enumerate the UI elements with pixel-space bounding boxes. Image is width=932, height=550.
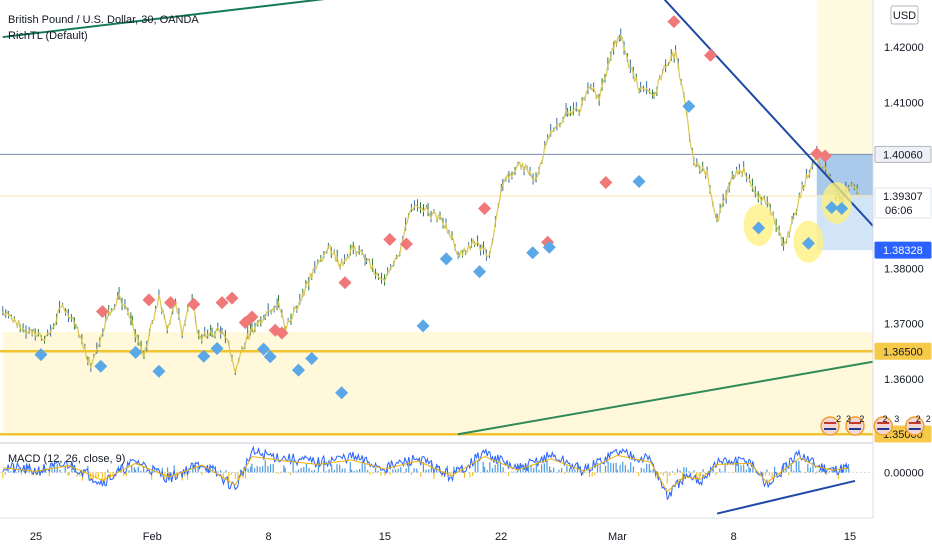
swing-high-marker[interactable] bbox=[187, 297, 201, 311]
swing-high-marker[interactable] bbox=[338, 276, 352, 290]
price-label-value: 1.40060 bbox=[883, 149, 923, 161]
macd-zero-label: 0.00000 bbox=[884, 467, 924, 479]
price-label-countdown: 06:06 bbox=[885, 205, 913, 217]
price-series-line[interactable] bbox=[2, 34, 860, 373]
zone-target[interactable] bbox=[816, 0, 873, 155]
x-tick-label: 22 bbox=[495, 531, 507, 543]
swing-low-marker[interactable] bbox=[801, 236, 815, 250]
swing-low-marker[interactable] bbox=[682, 99, 696, 113]
price-axis[interactable] bbox=[873, 0, 932, 550]
price-label-value: 1.36500 bbox=[883, 346, 923, 358]
y-tick-label: 1.37000 bbox=[884, 319, 924, 331]
x-tick-label: 15 bbox=[379, 531, 391, 543]
swing-low-marker[interactable] bbox=[94, 359, 108, 373]
swing-low-marker[interactable] bbox=[632, 174, 646, 188]
event-flag-count: 3 bbox=[846, 414, 851, 424]
event-flag-icon[interactable] bbox=[820, 416, 840, 436]
trendline-support[interactable] bbox=[457, 350, 932, 436]
x-tick-label: 8 bbox=[266, 531, 272, 543]
swing-high-marker[interactable] bbox=[164, 296, 178, 310]
y-tick-label: 1.42000 bbox=[884, 42, 924, 54]
swing-low-marker[interactable] bbox=[34, 348, 48, 362]
price-label-box[interactable] bbox=[874, 187, 932, 219]
swing-high-marker[interactable] bbox=[667, 15, 681, 29]
macd-divergence-line[interactable] bbox=[716, 479, 856, 515]
event-flag-icon[interactable] bbox=[905, 416, 925, 436]
swing-low-marker[interactable] bbox=[416, 319, 430, 333]
swing-low-marker[interactable] bbox=[542, 240, 556, 254]
x-tick-label: Mar bbox=[608, 531, 627, 543]
swing-low-marker[interactable] bbox=[473, 265, 487, 279]
zone-support-band[interactable] bbox=[2, 331, 873, 435]
swing-low-marker[interactable] bbox=[439, 252, 453, 266]
currency-badge-text: USD bbox=[893, 10, 916, 22]
price-label-box[interactable] bbox=[874, 145, 932, 163]
x-tick-label: 15 bbox=[844, 531, 856, 543]
signal-line[interactable] bbox=[2, 454, 849, 493]
x-tick-label: 25 bbox=[30, 531, 42, 543]
trendline-upper[interactable] bbox=[2, 0, 387, 39]
event-flag-icon[interactable] bbox=[873, 416, 893, 436]
price-label-box[interactable] bbox=[874, 342, 932, 360]
swing-high-marker[interactable] bbox=[818, 149, 832, 163]
symbol-title[interactable]: British Pound / U.S. Dollar, 30, OANDA bbox=[8, 14, 199, 26]
event-flag-count: 2 bbox=[836, 414, 841, 424]
event-flag-count: 2 bbox=[926, 414, 931, 424]
swing-high-marker[interactable] bbox=[215, 296, 229, 310]
event-flag-count: 2 bbox=[859, 414, 864, 424]
swing-low-marker[interactable] bbox=[825, 200, 839, 214]
swing-high-marker[interactable] bbox=[599, 176, 613, 190]
y-tick-label: 1.36000 bbox=[884, 374, 924, 386]
swing-low-marker[interactable] bbox=[526, 246, 540, 260]
y-tick-label: 1.41000 bbox=[884, 97, 924, 109]
swing-low-marker[interactable] bbox=[210, 342, 224, 356]
macd-label[interactable]: MACD (12, 26, close, 9) bbox=[8, 453, 126, 465]
event-flag-count: 2 bbox=[916, 414, 921, 424]
swing-low-marker[interactable] bbox=[263, 350, 277, 364]
swing-low-marker[interactable] bbox=[335, 386, 349, 400]
swing-high-marker[interactable] bbox=[95, 304, 109, 318]
swing-low-marker[interactable] bbox=[835, 202, 849, 216]
swing-low-marker[interactable] bbox=[197, 349, 211, 363]
y-tick-label: 1.38000 bbox=[884, 263, 924, 275]
x-tick-label: Feb bbox=[143, 531, 162, 543]
swing-high-marker[interactable] bbox=[225, 291, 239, 305]
highlight-circle[interactable] bbox=[821, 182, 852, 225]
swing-high-marker[interactable] bbox=[478, 202, 492, 216]
swing-high-marker[interactable] bbox=[245, 310, 259, 324]
swing-low-marker[interactable] bbox=[291, 363, 305, 377]
currency-badge[interactable] bbox=[890, 5, 919, 25]
price-label-value: 1.38328 bbox=[883, 245, 923, 257]
x-tick-label: 8 bbox=[731, 531, 737, 543]
swing-high-marker[interactable] bbox=[275, 326, 289, 340]
event-flag-count: 3 bbox=[894, 414, 899, 424]
event-flag-icon[interactable] bbox=[845, 416, 865, 436]
macd-line[interactable] bbox=[2, 445, 850, 501]
swing-high-marker[interactable] bbox=[399, 237, 413, 251]
swing-high-marker[interactable] bbox=[703, 48, 717, 62]
swing-low-marker[interactable] bbox=[152, 364, 166, 378]
price-label-box[interactable] bbox=[874, 241, 932, 259]
swing-high-marker[interactable] bbox=[142, 293, 156, 307]
price-label-value: 1.39307 bbox=[883, 191, 923, 203]
indicator-label[interactable]: RichTL (Default) bbox=[8, 30, 88, 42]
event-flag-count: 2 bbox=[883, 414, 888, 424]
swing-low-marker[interactable] bbox=[305, 351, 319, 365]
swing-low-marker[interactable] bbox=[752, 221, 766, 235]
swing-low-marker[interactable] bbox=[129, 345, 143, 359]
swing-high-marker[interactable] bbox=[383, 233, 397, 247]
swing-low-marker[interactable] bbox=[257, 342, 271, 356]
